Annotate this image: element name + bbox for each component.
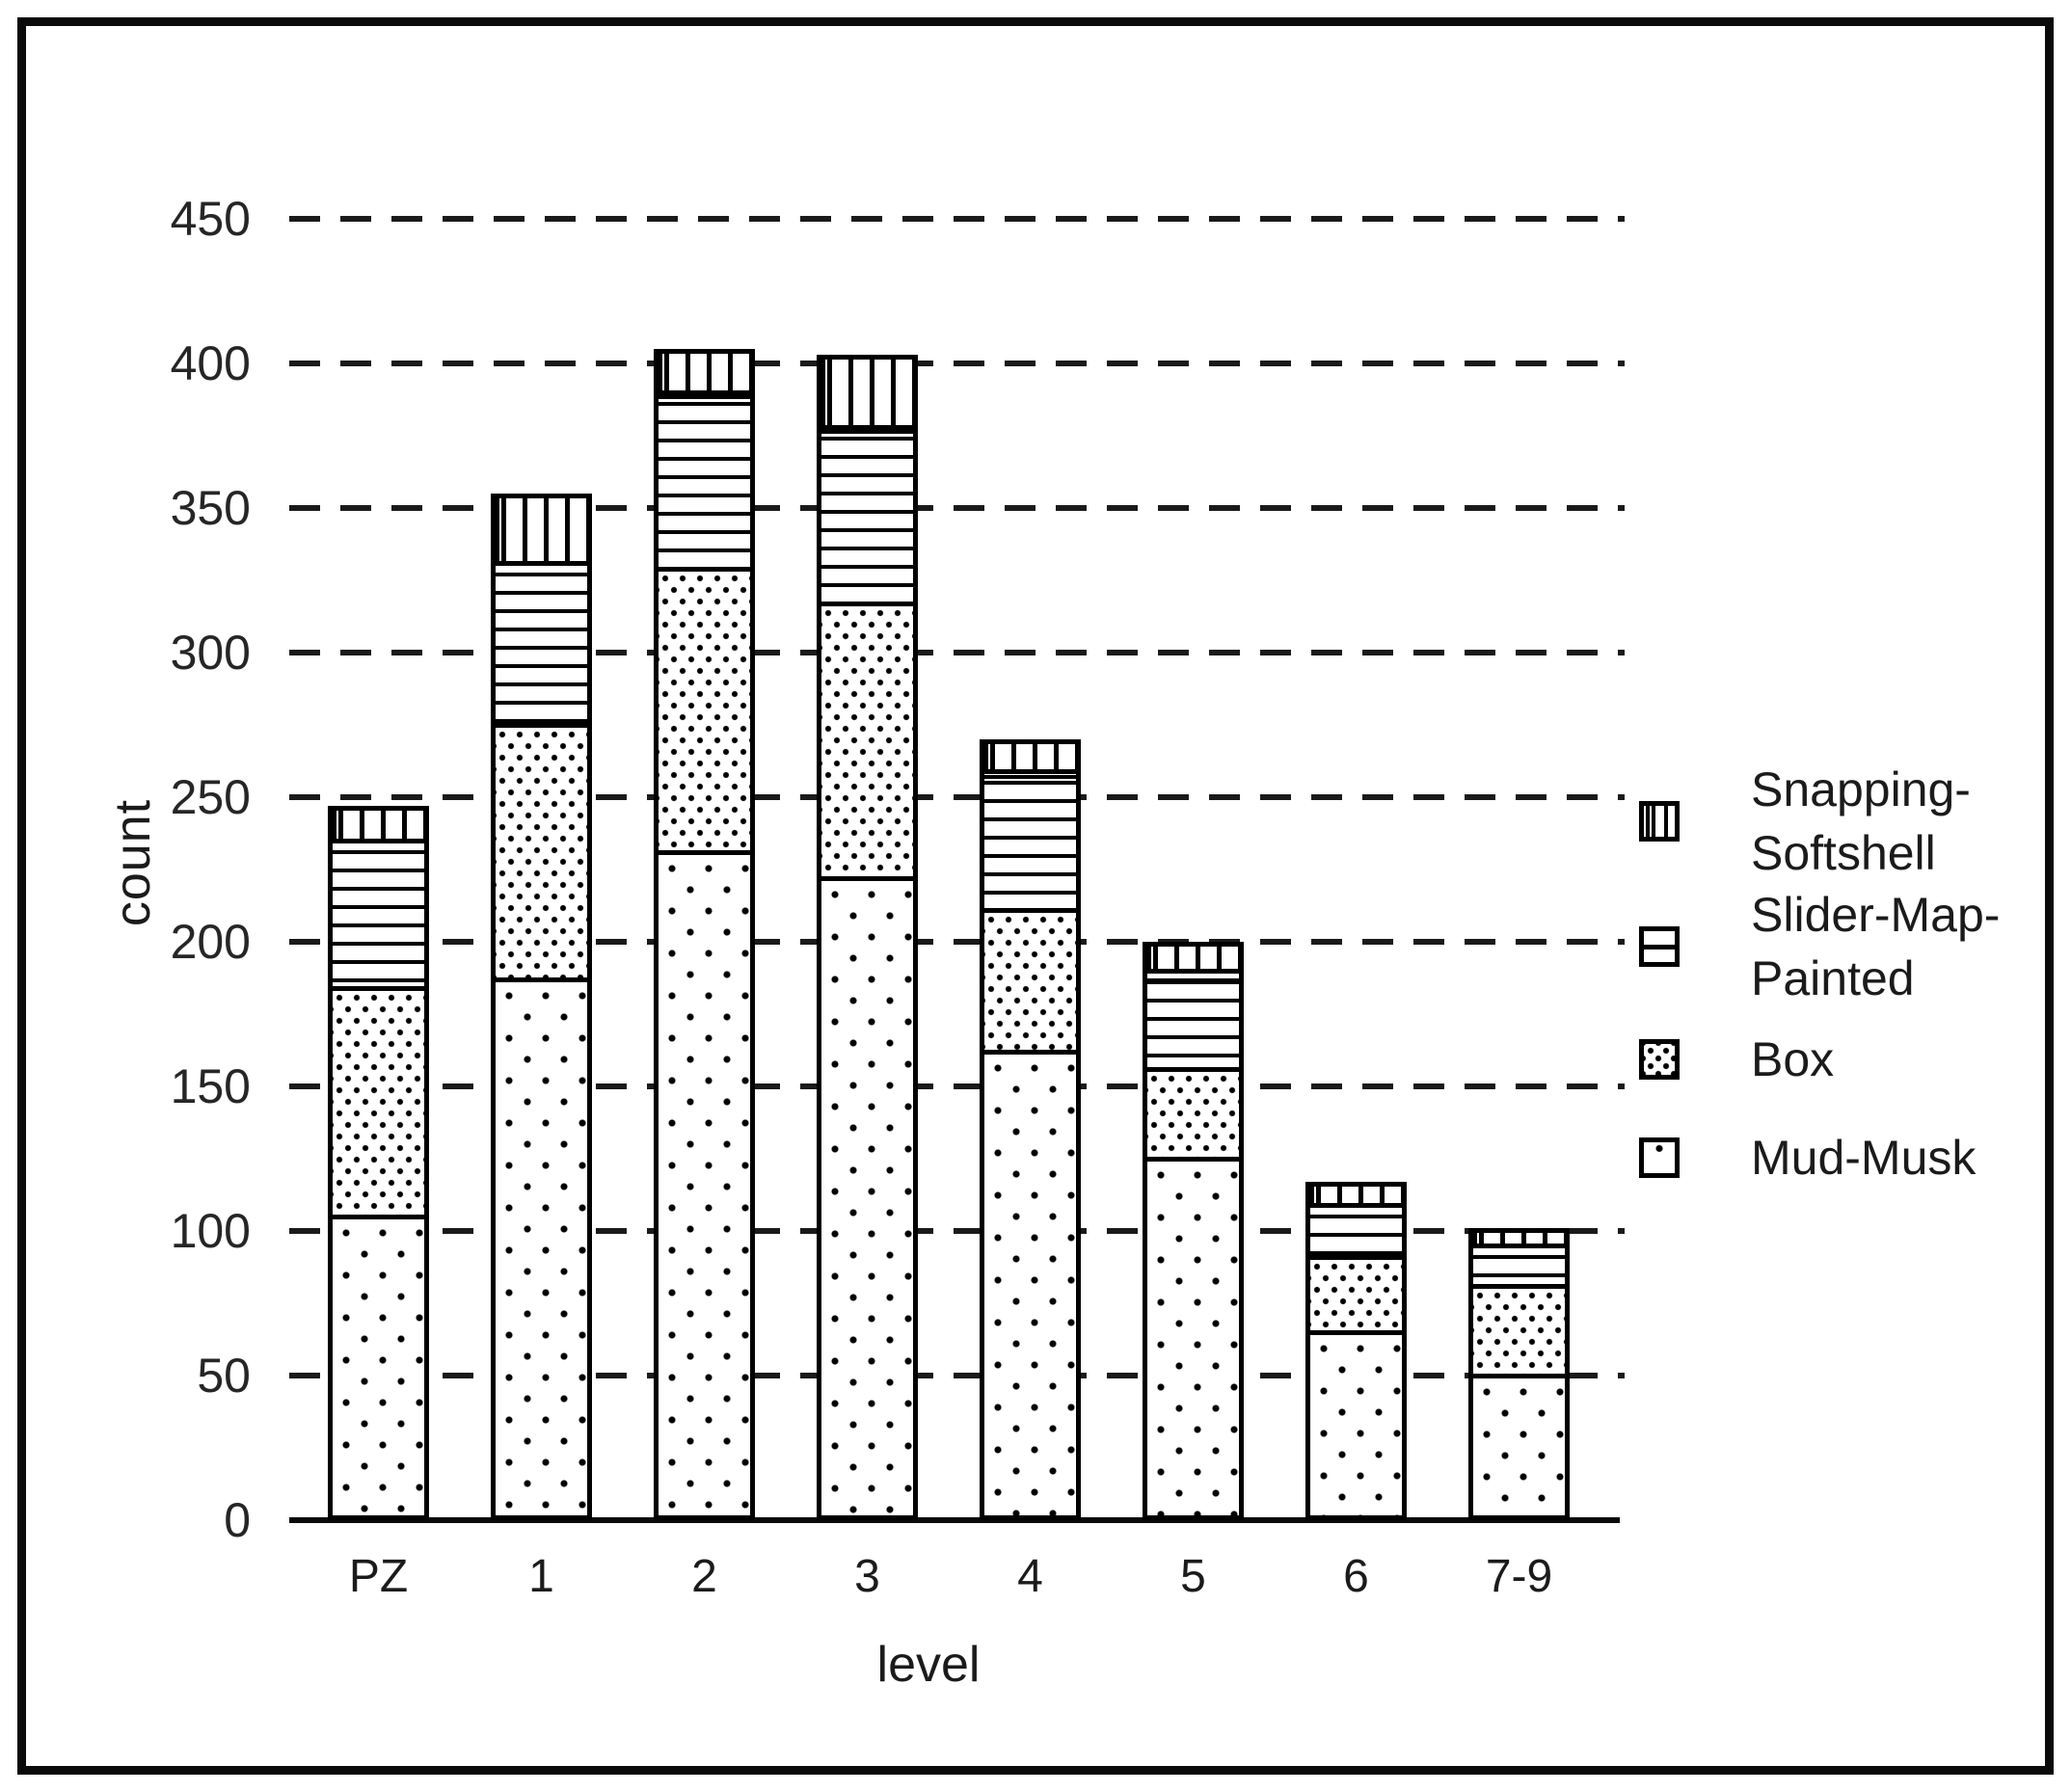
bar-segment-snapping-softshell-4 — [980, 739, 1081, 774]
bar-group-4 — [980, 739, 1081, 1520]
legend-label: Box — [1751, 1032, 1835, 1086]
legend-item-box: Box — [1639, 1028, 1834, 1091]
bar-segment-mud-musk-pz — [328, 1215, 429, 1520]
bar-segment-box-5 — [1143, 1067, 1244, 1162]
gridline-400 — [289, 361, 1625, 366]
horizontal-lines-pattern-swatch — [1639, 926, 1680, 967]
bar-group-3 — [817, 355, 918, 1520]
legend-item-mud-musk: Mud-Musk — [1639, 1126, 1976, 1190]
y-tick-label-200: 200 — [170, 915, 251, 969]
bar-segment-slider-map-painted-2 — [654, 390, 755, 572]
y-tick-label-150: 150 — [170, 1059, 251, 1113]
gridline-150 — [289, 1083, 1625, 1089]
y-tick-label-350: 350 — [170, 481, 251, 535]
bar-segment-box-3 — [817, 602, 918, 881]
x-axis-title: level — [876, 1637, 981, 1693]
gridline-300 — [289, 650, 1625, 655]
x-tick-label-PZ: PZ — [348, 1551, 409, 1602]
bar-segment-box-pz — [328, 986, 429, 1219]
bar-segment-mud-musk-6 — [1305, 1330, 1407, 1520]
y-tick-label-0: 0 — [224, 1493, 251, 1547]
gridline-250 — [289, 794, 1625, 800]
bar-group-7-9 — [1468, 1228, 1570, 1520]
bar-group-5 — [1143, 942, 1244, 1520]
legend-label: Slider-Map- Painted — [1751, 888, 2001, 1005]
y-tick-label-300: 300 — [170, 626, 251, 680]
bar-segment-slider-map-painted-1 — [491, 561, 592, 728]
bar-segment-mud-musk-1 — [491, 977, 592, 1520]
dense-dots-pattern-swatch — [1639, 1039, 1680, 1080]
y-tick-label-50: 50 — [197, 1349, 251, 1403]
x-tick-label-1: 1 — [528, 1551, 554, 1602]
gridline-350 — [289, 505, 1625, 511]
sparse-dots-pattern-swatch — [1639, 1137, 1680, 1178]
y-tick-label-450: 450 — [170, 192, 251, 246]
bar-segment-slider-map-painted-6 — [1305, 1203, 1407, 1260]
bar-segment-mud-musk-2 — [654, 850, 755, 1520]
gridline-450 — [289, 216, 1625, 222]
bar-segment-snapping-softshell-3 — [817, 355, 918, 430]
gridline-50 — [289, 1373, 1625, 1378]
bar-segment-box-7-9 — [1468, 1284, 1570, 1378]
bar-segment-mud-musk-5 — [1143, 1157, 1244, 1520]
x-tick-label-6: 6 — [1343, 1551, 1369, 1602]
gridline-100 — [289, 1228, 1625, 1234]
legend-item-slider-map-painted: Slider-Map- Painted — [1639, 883, 2000, 1010]
legend-item-snapping-softshell: Snapping- Softshell — [1639, 758, 1971, 885]
x-tick-label-2: 2 — [691, 1551, 717, 1602]
x-tick-label-4: 4 — [1017, 1551, 1043, 1602]
bar-segment-snapping-softshell-1 — [491, 494, 592, 566]
bar-segment-snapping-softshell-2 — [654, 349, 755, 395]
x-tick-label-3: 3 — [854, 1551, 880, 1602]
bar-segment-mud-musk-3 — [817, 876, 918, 1520]
gridline-200 — [289, 939, 1625, 945]
bar-segment-box-1 — [491, 723, 592, 982]
bar-segment-slider-map-painted-7-9 — [1468, 1244, 1570, 1289]
y-tick-label-100: 100 — [170, 1204, 251, 1258]
bar-segment-slider-map-painted-pz — [328, 839, 429, 991]
bar-group-2 — [654, 349, 755, 1520]
x-tick-label-5: 5 — [1180, 1551, 1206, 1602]
bar-group-6 — [1305, 1182, 1407, 1520]
y-tick-label-250: 250 — [170, 770, 251, 824]
vertical-lines-pattern-swatch — [1639, 801, 1680, 842]
y-tick-label-400: 400 — [170, 336, 251, 390]
bar-segment-box-6 — [1305, 1255, 1407, 1335]
bar-segment-slider-map-painted-5 — [1143, 969, 1244, 1072]
bar-segment-mud-musk-7-9 — [1468, 1374, 1570, 1520]
bar-group-PZ — [328, 806, 429, 1520]
bar-segment-box-4 — [980, 908, 1081, 1055]
bar-segment-slider-map-painted-4 — [980, 769, 1081, 913]
legend-label: Mud-Musk — [1751, 1131, 1977, 1185]
x-axis-line — [289, 1517, 1620, 1523]
figure-border-frame — [17, 17, 2054, 1775]
bar-segment-box-2 — [654, 567, 755, 855]
bar-segment-mud-musk-4 — [980, 1050, 1081, 1520]
legend-label: Snapping- Softshell — [1751, 762, 1971, 880]
bar-group-1 — [491, 494, 592, 1520]
bar-segment-slider-map-painted-3 — [817, 425, 918, 606]
x-tick-label-7-9: 7-9 — [1485, 1551, 1553, 1602]
